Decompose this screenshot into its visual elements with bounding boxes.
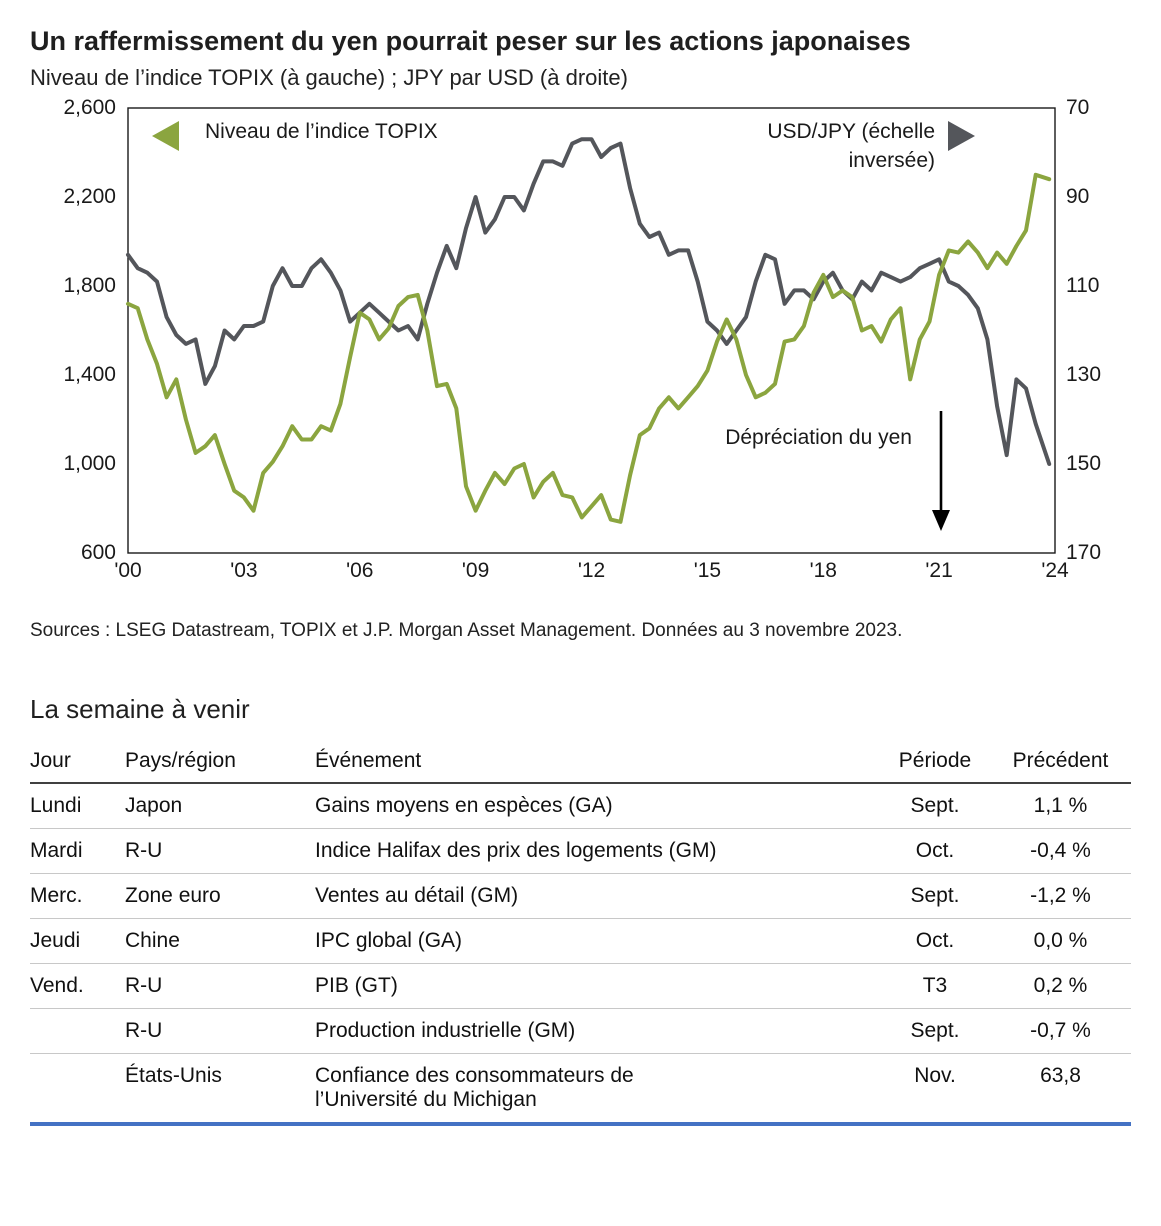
col-header-period: Période: [880, 741, 990, 784]
topix-legend-label: Niveau de l’indice TOPIX: [205, 120, 438, 143]
cell-event: PIB (GT): [315, 963, 880, 1009]
x-axis-tick: '15: [693, 559, 722, 582]
x-axis-tick: '06: [346, 559, 374, 582]
right-axis-tick: 170: [1066, 541, 1102, 564]
week-ahead-title: La semaine à venir: [30, 694, 250, 724]
table-header-row: Jour Pays/région Événement Période Précé…: [30, 741, 1131, 784]
x-axis-tick: '18: [809, 559, 837, 582]
table-row: R-U Production industrielle (GM) Sept. -…: [30, 1008, 1131, 1054]
cell-day: Vend.: [30, 963, 125, 1009]
depreciation-arrow-icon: [932, 411, 950, 531]
cell-day: Mardi: [30, 828, 125, 874]
chart-subtitle: Niveau de l’indice TOPIX (à gauche) ; JP…: [30, 65, 628, 90]
col-header-day: Jour: [30, 741, 125, 784]
cell-region: Japon: [125, 783, 315, 829]
table-row: Lundi Japon Gains moyens en espèces (GA)…: [30, 783, 1131, 829]
cell-event: Gains moyens en espèces (GA): [315, 783, 880, 829]
table-row: Vend. R-U PIB (GT) T3 0,2 %: [30, 963, 1131, 1009]
table-row: Merc. Zone euro Ventes au détail (GM) Se…: [30, 873, 1131, 919]
cell-previous: 0,2 %: [990, 963, 1131, 1009]
cell-region: R-U: [125, 1008, 315, 1054]
cell-previous: 1,1 %: [990, 783, 1131, 829]
cell-region: R-U: [125, 963, 315, 1009]
cell-period: Sept.: [880, 873, 990, 919]
left-axis-tick: 1,000: [63, 452, 116, 475]
cell-region: R-U: [125, 828, 315, 874]
cell-event: IPC global (GA): [315, 918, 880, 964]
right-axis-tick: 130: [1066, 363, 1102, 386]
cell-previous: -1,2 %: [990, 873, 1131, 919]
cell-event: Confiance des consommateurs de l’Univers…: [315, 1064, 634, 1111]
right-axis-tick: 70: [1066, 96, 1090, 119]
cell-period: Sept.: [880, 1008, 990, 1054]
topix-usdjpy-chart: 2,600 2,200 1,800 1,400 1,000 600 70 90 …: [0, 93, 1161, 598]
cell-previous: 0,0 %: [990, 918, 1131, 964]
cell-period: Sept.: [880, 783, 990, 829]
cell-previous: -0,4 %: [990, 828, 1131, 874]
topix-line: [126, 172, 1052, 524]
cell-previous: -0,7 %: [990, 1008, 1131, 1054]
cell-day: Merc.: [30, 873, 125, 919]
cell-period: T3: [880, 963, 990, 1009]
cell-day: [30, 1054, 125, 1125]
left-axis-tick: 1,800: [63, 274, 116, 297]
table-row: États-Unis Confiance des consommateurs d…: [30, 1054, 1131, 1125]
cell-event: Indice Halifax des prix des logements (G…: [315, 828, 880, 874]
source-note: Sources : LSEG Datastream, TOPIX et J.P.…: [30, 620, 903, 641]
cell-day: Jeudi: [30, 918, 125, 964]
x-axis-tick: '09: [461, 559, 490, 582]
table-row: Jeudi Chine IPC global (GA) Oct. 0,0 %: [30, 918, 1131, 964]
cell-region: États-Unis: [125, 1064, 222, 1087]
cell-period: Oct.: [880, 828, 990, 874]
x-axis-tick: '12: [577, 559, 606, 582]
cell-day: [30, 1008, 125, 1054]
x-axis-tick: '00: [114, 559, 142, 582]
plot-area-border: [127, 107, 1056, 554]
right-axis-tick: 150: [1066, 452, 1102, 475]
cell-previous: 63,8: [1040, 1064, 1081, 1087]
usdjpy-legend-label: USD/JPY (échelle inversée): [767, 120, 935, 172]
usdjpy-legend-triangle-icon: [948, 121, 975, 151]
cell-period: Nov.: [914, 1064, 956, 1087]
x-axis-tick: '21: [925, 559, 953, 582]
table-row: Mardi R-U Indice Halifax des prix des lo…: [30, 828, 1131, 874]
col-header-previous: Précédent: [990, 741, 1131, 784]
x-axis-tick: '03: [230, 559, 258, 582]
page-title: Un raffermissement du yen pourrait peser…: [30, 26, 911, 56]
cell-region: Chine: [125, 918, 315, 964]
week-ahead-table: Jour Pays/région Événement Période Précé…: [30, 741, 1131, 1126]
col-header-event: Événement: [315, 741, 880, 784]
x-axis-tick: '24: [1041, 559, 1069, 582]
col-header-region: Pays/région: [125, 741, 315, 784]
left-axis-tick: 1,400: [63, 363, 116, 386]
right-axis-tick: 110: [1066, 274, 1100, 297]
left-axis-tick: 2,600: [63, 96, 116, 119]
cell-event: Production industrielle (GM): [315, 1008, 880, 1054]
left-axis-tick: 600: [80, 541, 116, 564]
cell-period: Oct.: [880, 918, 990, 964]
topix-legend-triangle-icon: [152, 121, 179, 151]
right-axis-tick: 90: [1066, 185, 1090, 208]
cell-event: Ventes au détail (GM): [315, 873, 880, 919]
cell-day: Lundi: [30, 783, 125, 829]
yen-depreciation-annotation: Dépréciation du yen: [725, 426, 912, 449]
chart-canvas: [126, 107, 1056, 554]
left-axis-tick: 2,200: [63, 185, 116, 208]
usdjpy-line: [126, 137, 1052, 466]
cell-region: Zone euro: [125, 873, 315, 919]
